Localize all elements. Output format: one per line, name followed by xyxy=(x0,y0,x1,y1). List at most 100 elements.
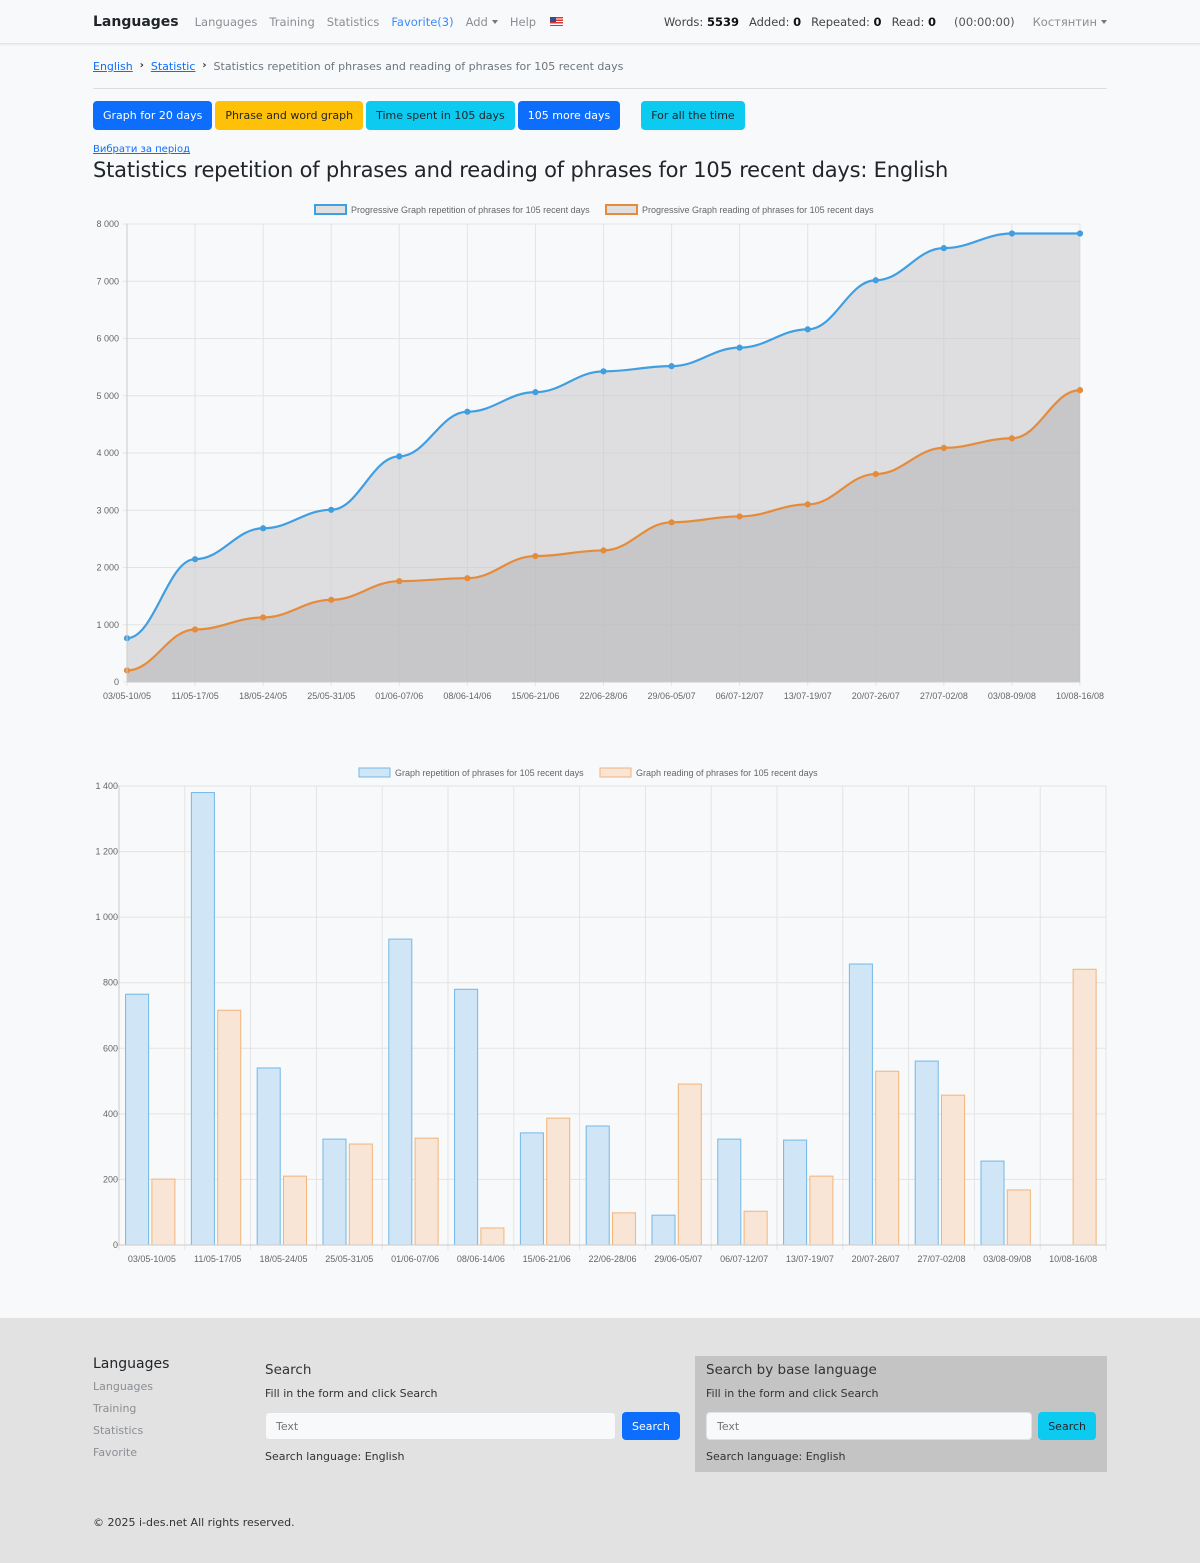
data-point xyxy=(328,596,335,603)
data-point xyxy=(872,470,879,478)
x-tick-label: 11/05-17/05 xyxy=(194,1254,241,1264)
x-tick-label: 29/06-05/07 xyxy=(654,1254,702,1264)
y-tick-label: 200 xyxy=(103,1174,118,1184)
y-tick-label: 6 000 xyxy=(96,334,119,344)
legend-swatch xyxy=(599,767,632,778)
base-search-button[interactable]: Search xyxy=(1038,1412,1096,1440)
brand-logo[interactable]: Languages xyxy=(93,13,179,30)
footer-link-favorite[interactable]: Favorite xyxy=(93,1446,137,1459)
graph-20-days-button[interactable]: Graph for 20 days xyxy=(93,101,213,130)
x-tick-label: 22/06-28/06 xyxy=(579,691,627,701)
bar-series-1 xyxy=(743,1210,768,1246)
main-content: English › Statistic › Statistics repetit… xyxy=(0,44,1200,1288)
bar-series-0 xyxy=(651,1214,676,1246)
all-time-button[interactable]: For all the time xyxy=(641,101,745,130)
base-search-subtitle: Fill in the form and click Search xyxy=(706,1387,879,1400)
y-tick-label: 7 000 xyxy=(96,276,119,286)
us-flag-icon[interactable] xyxy=(550,17,564,26)
x-tick-label: 03/05-10/05 xyxy=(103,691,151,701)
footer-link-languages[interactable]: Languages xyxy=(93,1380,154,1393)
y-tick-label: 4 000 xyxy=(96,448,119,458)
x-tick-label: 01/06-07/06 xyxy=(375,691,423,701)
footer: Languages Languages Training Statistics … xyxy=(0,1318,1200,1563)
footer-link-training[interactable]: Training xyxy=(93,1402,137,1415)
breadcrumb-english[interactable]: English xyxy=(93,60,133,73)
legend-label: Progressive Graph reading of phrases for… xyxy=(642,205,874,215)
time-spent-button[interactable]: Time spent in 105 days xyxy=(366,101,515,130)
graph-buttons: Graph for 20 days Phrase and word graph … xyxy=(93,101,1107,130)
x-tick-label: 13/07-19/07 xyxy=(786,1254,834,1264)
bar-series-1 xyxy=(941,1094,966,1246)
bar-series-1 xyxy=(283,1175,308,1246)
bar-series-1 xyxy=(677,1083,702,1246)
search-button[interactable]: Search xyxy=(622,1412,680,1440)
user-menu[interactable]: Костянтин xyxy=(1033,15,1107,29)
data-point xyxy=(191,626,199,633)
caret-down-icon xyxy=(491,20,498,24)
x-tick-label: 18/05-24/05 xyxy=(259,1254,307,1264)
search-title: Search xyxy=(265,1362,312,1378)
x-tick-label: 11/05-17/05 xyxy=(171,691,218,701)
phrase-word-graph-button[interactable]: Phrase and word graph xyxy=(215,101,364,130)
nav-help[interactable]: Help xyxy=(509,14,537,29)
x-tick-label: 15/06-21/06 xyxy=(511,691,559,701)
nav-favorite[interactable]: Favorite(3) xyxy=(391,14,454,29)
nav-add-dropdown[interactable]: Add xyxy=(466,15,498,29)
x-tick-label: 20/07-26/07 xyxy=(852,1254,900,1264)
select-period-link[interactable]: Вибрати за період xyxy=(93,144,190,155)
nav-languages[interactable]: Languages xyxy=(194,14,258,29)
stat-words-label: Words: xyxy=(663,14,704,29)
data-point xyxy=(328,506,335,513)
breadcrumb-statistic[interactable]: Statistic xyxy=(150,60,196,73)
nav-training[interactable]: Training xyxy=(269,14,315,29)
legend-swatch xyxy=(605,204,638,215)
x-tick-label: 25/05-31/05 xyxy=(325,1254,373,1264)
x-tick-label: 25/05-31/05 xyxy=(307,691,355,701)
x-tick-label: 27/07-02/08 xyxy=(917,1254,965,1264)
bar-series-0 xyxy=(256,1067,281,1246)
bar-series-0 xyxy=(190,792,215,1246)
data-point xyxy=(872,277,879,284)
stat-added: Added: 0 xyxy=(749,15,801,29)
nav-statistics[interactable]: Statistics xyxy=(326,14,380,29)
more-days-button[interactable]: 105 more days xyxy=(517,101,621,130)
bar-series-1 xyxy=(151,1178,176,1246)
data-point xyxy=(396,578,403,585)
x-tick-label: 01/06-07/06 xyxy=(391,1254,439,1264)
footer-link-statistics[interactable]: Statistics xyxy=(93,1424,144,1437)
breadcrumb: English › Statistic › Statistics repetit… xyxy=(93,44,1107,89)
footer-nav: Languages Languages Training Statistics … xyxy=(93,1356,169,1468)
search-input[interactable] xyxy=(265,1412,616,1440)
data-point xyxy=(260,525,267,532)
x-tick-label: 08/06-14/06 xyxy=(443,691,491,701)
bar-series-1 xyxy=(480,1227,505,1246)
data-point xyxy=(600,368,607,375)
progressive-chart-svg: 0 1 000 2 000 3 000 4 000 5 000 6 000 7 000 8 00… xyxy=(96,204,1104,701)
search-form: Search Fill in the form and click Search… xyxy=(265,1362,680,1463)
series-line-0 xyxy=(126,232,1080,640)
y-tick-label: 1 000 xyxy=(95,912,118,922)
bar-series-0 xyxy=(783,1139,808,1246)
x-tick-label: 15/06-21/06 xyxy=(523,1254,571,1264)
stat-read-label: Read: xyxy=(891,14,925,29)
bar-series-0 xyxy=(980,1160,1005,1246)
bar-series-1 xyxy=(414,1137,439,1246)
data-point xyxy=(804,501,811,508)
stat-read-value: 0 xyxy=(928,14,937,29)
search-subtitle: Fill in the form and click Search xyxy=(265,1387,438,1400)
stat-words-value: 5539 xyxy=(706,14,739,29)
base-search-input[interactable] xyxy=(706,1412,1033,1440)
bar-series-0 xyxy=(519,1132,544,1246)
series-line-1 xyxy=(126,389,1081,672)
legend-label: Graph repetition of phrases for 105 rece… xyxy=(395,768,584,778)
data-point xyxy=(804,326,811,333)
bar-series-0 xyxy=(322,1138,347,1246)
x-tick-label: 08/06-14/06 xyxy=(457,1254,505,1264)
bar-series-0 xyxy=(914,1060,939,1246)
x-tick-label: 03/08-09/08 xyxy=(988,691,1036,701)
series-area-1 xyxy=(127,390,1080,682)
y-tick-label: 8 000 xyxy=(96,219,119,229)
data-point xyxy=(1008,435,1016,442)
footer-title: Languages xyxy=(93,1356,170,1372)
data-point xyxy=(1076,230,1084,237)
